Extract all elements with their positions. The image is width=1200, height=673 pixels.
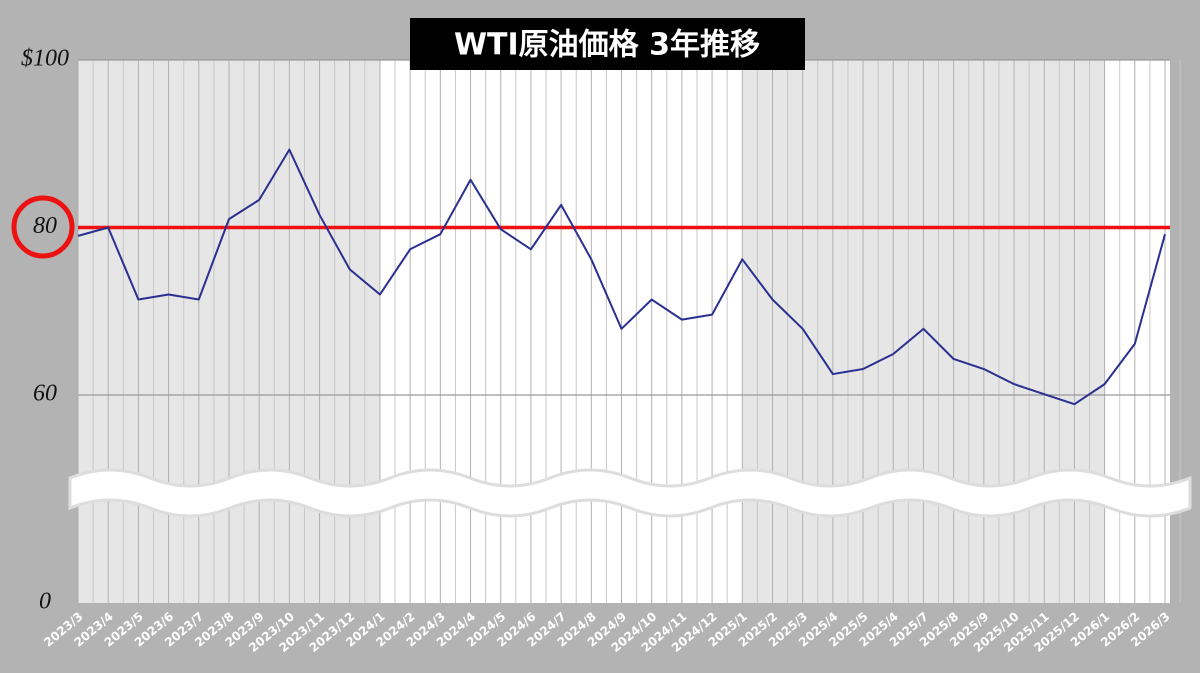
price-line: [77, 148, 1166, 406]
y-tick-label: 0: [39, 589, 51, 615]
chart-title: WTI原油価格 3年推移: [454, 28, 760, 63]
y-tick-label: 60: [33, 381, 57, 407]
plot-area: [77, 59, 1181, 603]
y-tick-label: 80: [33, 213, 57, 239]
y-tick-label: $100: [21, 46, 69, 72]
title-box: [410, 18, 805, 70]
axis-break: [68, 468, 1192, 518]
highlight-circle: [11, 195, 75, 259]
